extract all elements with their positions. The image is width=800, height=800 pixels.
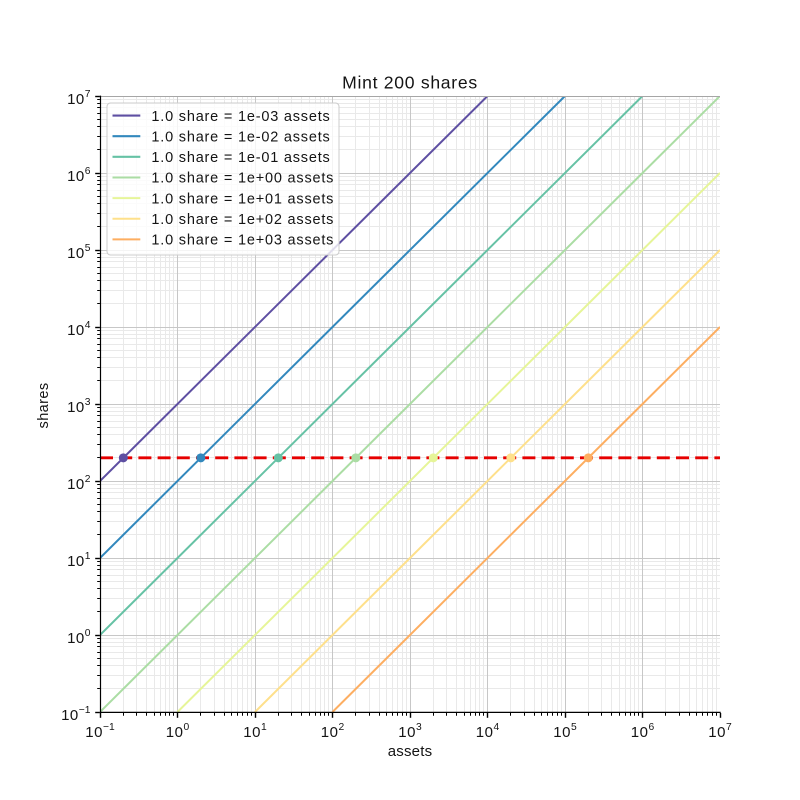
- svg-text:shares: shares: [36, 383, 52, 429]
- svg-text:1.0 share = 1e+00 assets: 1.0 share = 1e+00 assets: [151, 171, 334, 187]
- svg-text:assets: assets: [388, 743, 433, 760]
- svg-text:1.0 share = 1e+02 assets: 1.0 share = 1e+02 assets: [151, 212, 334, 228]
- svg-text:1.0 share = 1e-02 assets: 1.0 share = 1e-02 assets: [151, 129, 330, 145]
- svg-text:Mint 200 shares: Mint 200 shares: [342, 72, 478, 92]
- svg-text:1.0 share = 1e+03 assets: 1.0 share = 1e+03 assets: [151, 233, 334, 249]
- svg-text:1.0 share = 1e-01 assets: 1.0 share = 1e-01 assets: [151, 150, 330, 166]
- svg-text:1.0 share = 1e-03 assets: 1.0 share = 1e-03 assets: [151, 109, 330, 125]
- svg-text:1.0 share = 1e+01 assets: 1.0 share = 1e+01 assets: [151, 191, 334, 207]
